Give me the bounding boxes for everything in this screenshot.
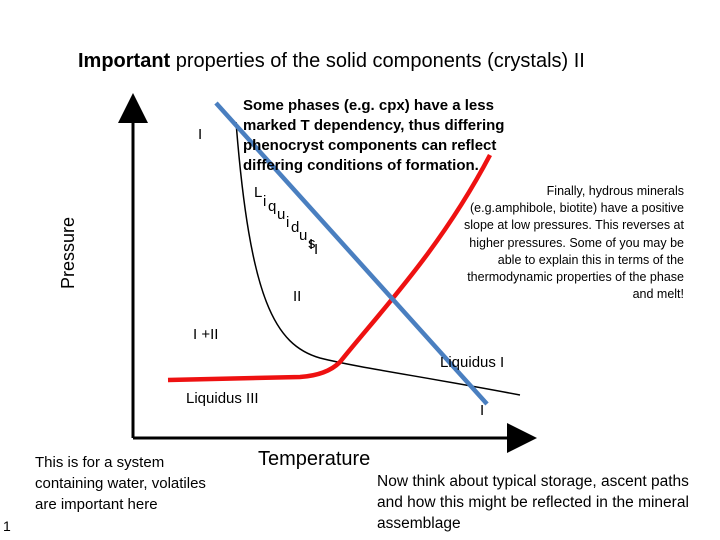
note-water-system: This is for a system containing water, v… xyxy=(35,454,206,513)
region-I-II-label: I +II xyxy=(193,326,219,343)
region-I-top-label: I xyxy=(198,126,203,143)
liquidus-I-label: Liquidus I xyxy=(440,354,505,371)
liquidus-II-char: i xyxy=(263,193,267,210)
slide-title: Important properties of the solid compon… xyxy=(78,50,585,73)
liquidus-II-line xyxy=(214,101,489,406)
liquidus-II-char: I xyxy=(314,241,319,258)
region-II-label: II xyxy=(293,288,302,305)
note-cpx: Some phases (e.g. cpx) have a less marke… xyxy=(243,97,505,174)
title-bold: Important xyxy=(78,50,171,72)
liquidus-III-curve xyxy=(235,121,521,396)
liquidus-II-char: I xyxy=(309,236,314,253)
liquidus-II-char: u xyxy=(277,206,286,223)
liquidus-II-char: s xyxy=(308,235,316,252)
note-storage-ascent: Now think about typical storage, ascent … xyxy=(377,473,689,532)
liquidus-II-char: i xyxy=(286,214,290,231)
y-axis-label: Pressure xyxy=(58,216,78,290)
liquidus-III-label: Liquidus III xyxy=(186,390,259,407)
region-I-bottom-label: I xyxy=(480,402,485,419)
liquidus-I-curve xyxy=(167,153,492,383)
liquidus-II-char: q xyxy=(268,198,277,215)
note-hydrous-minerals: Finally, hydrous minerals (e.g.amphibole… xyxy=(463,184,684,302)
liquidus-II-char: u xyxy=(299,227,308,244)
title-rest: properties of the solid components (crys… xyxy=(170,50,585,72)
x-axis-label: Temperature xyxy=(258,448,371,470)
slide-number: 1 xyxy=(3,518,11,534)
liquidus-II-char: d xyxy=(291,219,300,236)
liquidus-II-char: L xyxy=(254,184,263,201)
